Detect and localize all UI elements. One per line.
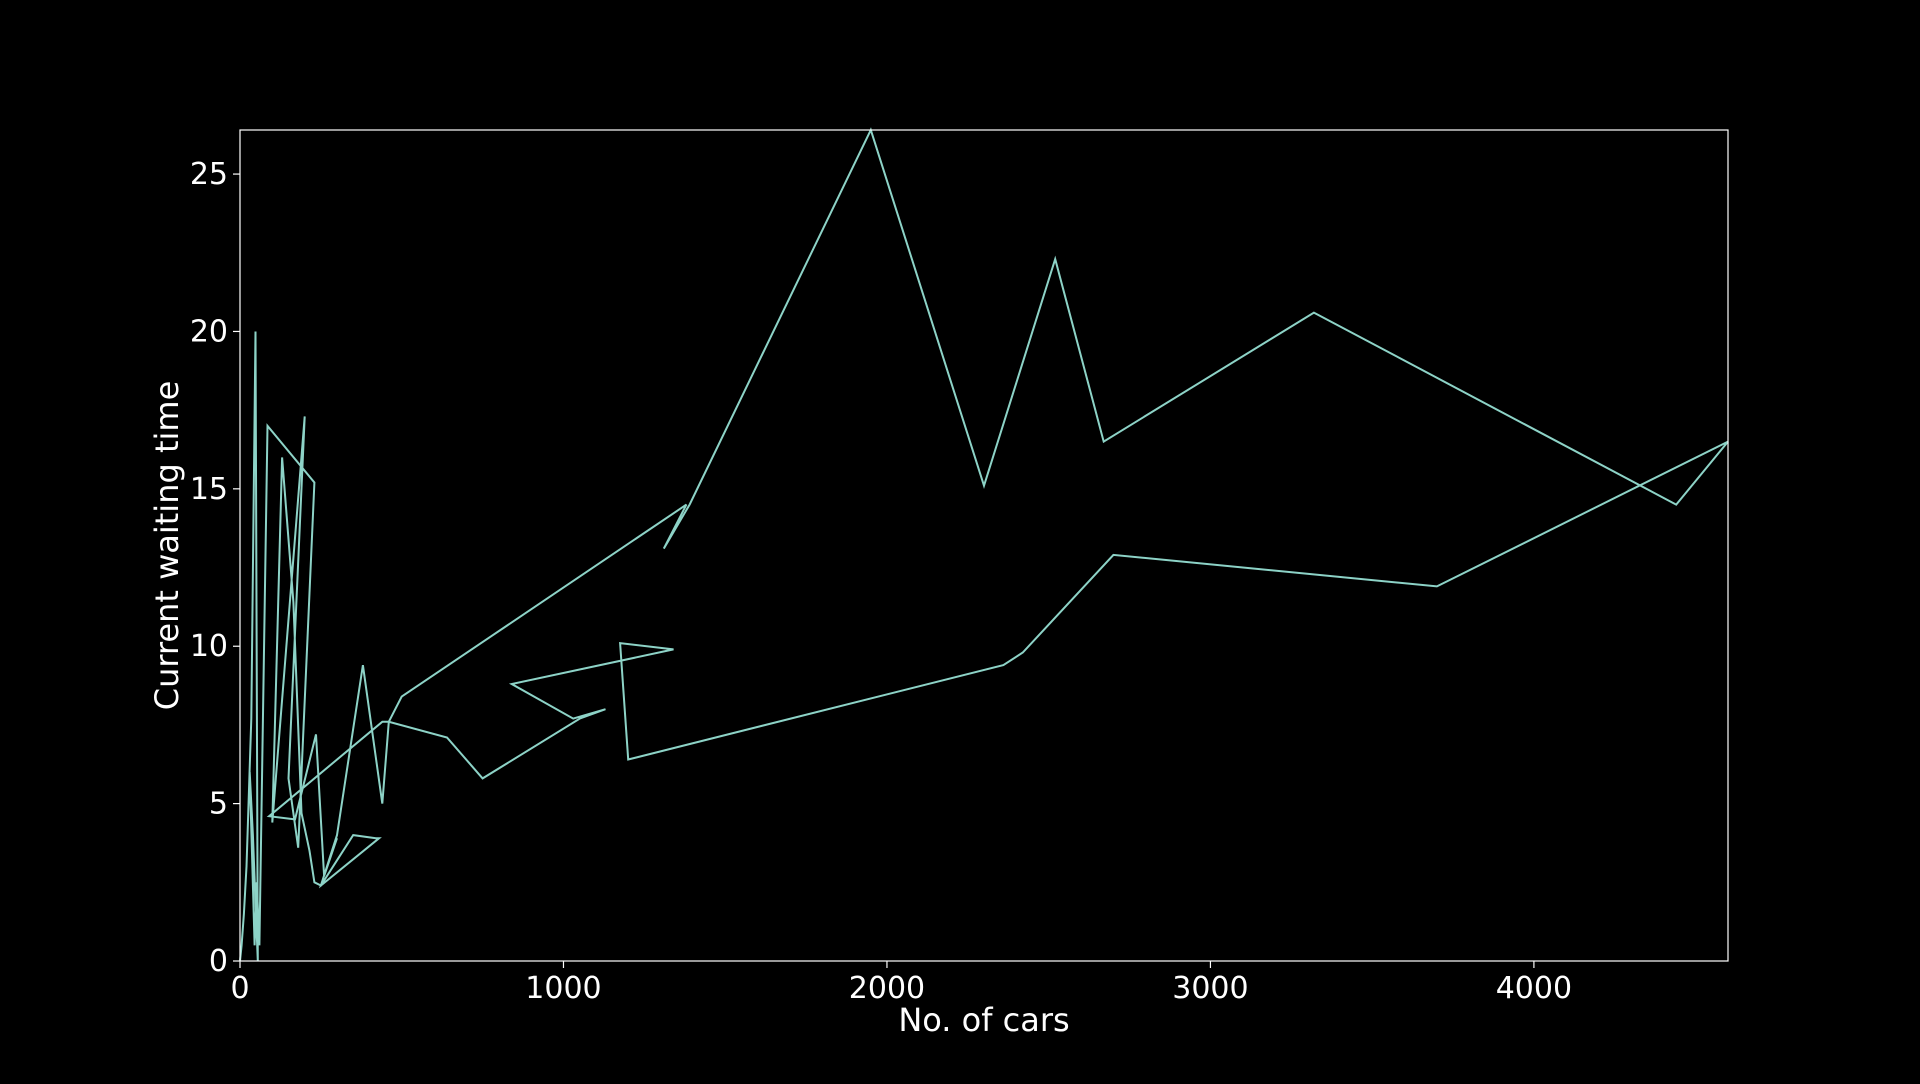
x-tick-label: 2000 — [849, 971, 925, 1006]
x-axis-label: No. of cars — [898, 1001, 1069, 1039]
axis-ticks: 0 1000 2000 3000 4000 0 5 10 15 20 25 — [190, 157, 1572, 1006]
y-tick-label: 10 — [190, 629, 228, 664]
axes-frame — [239, 129, 1729, 962]
y-tick-label: 25 — [190, 157, 228, 192]
y-tick-label: 5 — [209, 787, 228, 822]
x-tick-label: 4000 — [1496, 971, 1572, 1006]
x-tick-label: 1000 — [525, 971, 601, 1006]
plot-area — [239, 127, 1729, 962]
x-tick-label: 0 — [230, 971, 249, 1006]
x-tick-label: 3000 — [1172, 971, 1248, 1006]
series-line-1 — [239, 127, 1729, 962]
y-tick-label: 0 — [209, 944, 228, 979]
y-tick-label: 15 — [190, 472, 228, 507]
y-axis-label: Current waiting time — [148, 381, 186, 711]
y-tick-label: 20 — [190, 314, 228, 349]
